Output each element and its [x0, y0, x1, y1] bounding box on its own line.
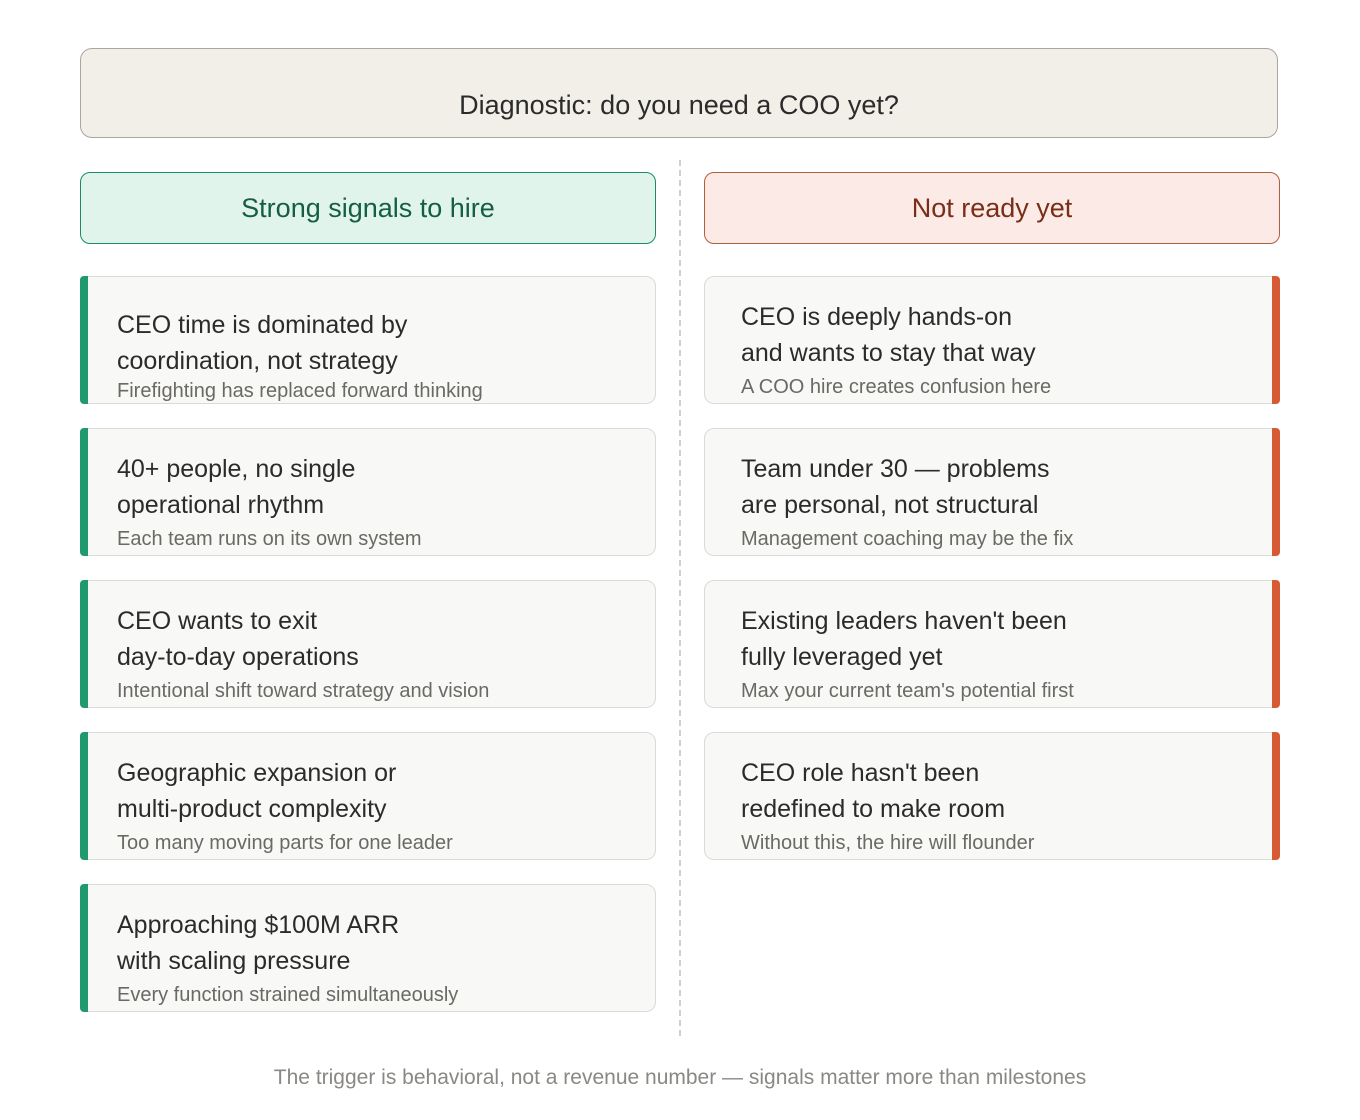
hire-signal-card: CEO time is dominated by coordination, n…: [80, 276, 656, 404]
footer-note: The trigger is behavioral, not a revenue…: [273, 1066, 1087, 1089]
not-ready-title: Existing leaders haven't been fully leve…: [741, 607, 1067, 671]
diagnostic-title: Diagnostic: do you need a COO yet?: [459, 90, 899, 120]
hire-accent-bar: [80, 732, 88, 860]
not-ready-card: CEO is deeply hands-on and wants to stay…: [704, 276, 1280, 404]
hire-signal-title: Geographic expansion or multi-product co…: [117, 759, 397, 823]
hire-signal-title: 40+ people, no single operational rhythm: [117, 455, 356, 519]
not-ready-card: CEO role hasn't been redefined to make r…: [704, 732, 1280, 860]
hire-signal-detail: Each team runs on its own system: [117, 528, 422, 550]
hire-signal-card: CEO wants to exit day-to-day operations …: [80, 580, 656, 708]
hire-accent-bar: [80, 580, 88, 708]
hire-signal-detail: Intentional shift toward strategy and vi…: [117, 680, 490, 702]
hire-signal-title: CEO time is dominated by coordination, n…: [117, 311, 408, 375]
not-ready-detail: Max your current team's potential first: [741, 680, 1074, 702]
hire-column-header: Strong signals to hire: [80, 172, 656, 244]
not-ready-accent-bar: [1272, 276, 1280, 404]
not-ready-detail: A COO hire creates confusion here: [741, 376, 1052, 398]
not-ready-title: CEO is deeply hands-on and wants to stay…: [741, 303, 1036, 367]
hire-signal-card: Geographic expansion or multi-product co…: [80, 732, 656, 860]
hire-signal-detail: Every function strained simultaneously: [117, 984, 459, 1006]
hire-accent-bar: [80, 276, 88, 404]
hire-signal-card: Approaching $100M ARR with scaling press…: [80, 884, 656, 1012]
hire-accent-bar: [80, 428, 88, 556]
not-ready-card: Existing leaders haven't been fully leve…: [704, 580, 1280, 708]
not-ready-card: Team under 30 — problems are personal, n…: [704, 428, 1280, 556]
hire-signal-detail: Firefighting has replaced forward thinki…: [117, 380, 483, 402]
not-ready-title: Team under 30 — problems are personal, n…: [741, 455, 1050, 519]
hire-signal-card: 40+ people, no single operational rhythm…: [80, 428, 656, 556]
hire-signal-title: CEO wants to exit day-to-day operations: [117, 607, 359, 671]
not-ready-accent-bar: [1272, 580, 1280, 708]
not-ready-accent-bar: [1272, 732, 1280, 860]
hire-signal-title: Approaching $100M ARR with scaling press…: [117, 911, 400, 975]
not-ready-title: CEO role hasn't been redefined to make r…: [741, 759, 1006, 823]
hire-accent-bar: [80, 884, 88, 1012]
hire-signal-detail: Too many moving parts for one leader: [117, 832, 453, 854]
not-ready-detail: Without this, the hire will flounder: [741, 832, 1035, 854]
diagnostic-title-box: Diagnostic: do you need a COO yet?: [80, 48, 1278, 138]
not-ready-detail: Management coaching may be the fix: [741, 528, 1074, 550]
column-divider: [679, 160, 681, 1036]
not-ready-column-header: Not ready yet: [704, 172, 1280, 244]
not-ready-accent-bar: [1272, 428, 1280, 556]
